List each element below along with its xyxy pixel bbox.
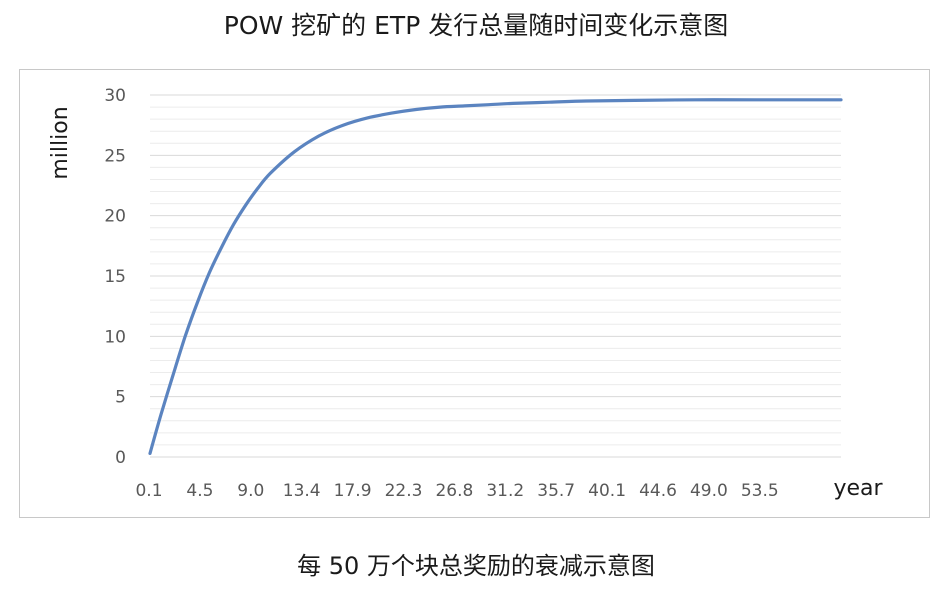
y-tick-label: 15 <box>104 267 126 287</box>
y-tick-label: 20 <box>104 207 126 227</box>
x-tick-label: 31.2 <box>486 481 524 501</box>
x-tick-label: 9.0 <box>237 481 264 501</box>
x-tick-label: 17.9 <box>334 481 372 501</box>
x-tick-labels: 0.1 4.5 9.0 13.4 17.9 22.3 26.8 31.2 35.7 40.1 44.… <box>135 481 778 501</box>
x-tick-label: 49.0 <box>690 481 728 501</box>
x-tick-label: 40.1 <box>588 481 626 501</box>
chart-title: POW 挖矿的 ETP 发行总量随时间变化示意图 <box>223 11 729 40</box>
x-tick-label: 4.5 <box>186 481 213 501</box>
x-tick-label: 13.4 <box>283 481 321 501</box>
chart-frame <box>19 69 930 518</box>
x-tick-label: 35.7 <box>537 481 575 501</box>
x-tick-label: 44.6 <box>639 481 677 501</box>
x-tick-label: 26.8 <box>435 481 473 501</box>
x-tick-label: 22.3 <box>385 481 423 501</box>
y-axis-title: million <box>48 106 73 179</box>
series-line <box>148 98 843 455</box>
gridlines <box>150 94 841 458</box>
y-tick-labels: 0 5 10 15 20 25 30 <box>104 86 126 468</box>
y-tick-label: 10 <box>104 327 126 347</box>
y-tick-label: 25 <box>104 146 126 166</box>
series-layer <box>148 98 843 455</box>
y-tick-label: 0 <box>115 448 126 468</box>
x-tick-label: 0.1 <box>135 481 162 501</box>
chart-caption: 每 50 万个块总奖励的衰减示意图 <box>297 552 655 580</box>
x-tick-label: 53.5 <box>741 481 779 501</box>
x-axis-title: year <box>833 476 883 501</box>
y-tick-label: 5 <box>115 388 126 408</box>
y-tick-label: 30 <box>104 86 126 106</box>
